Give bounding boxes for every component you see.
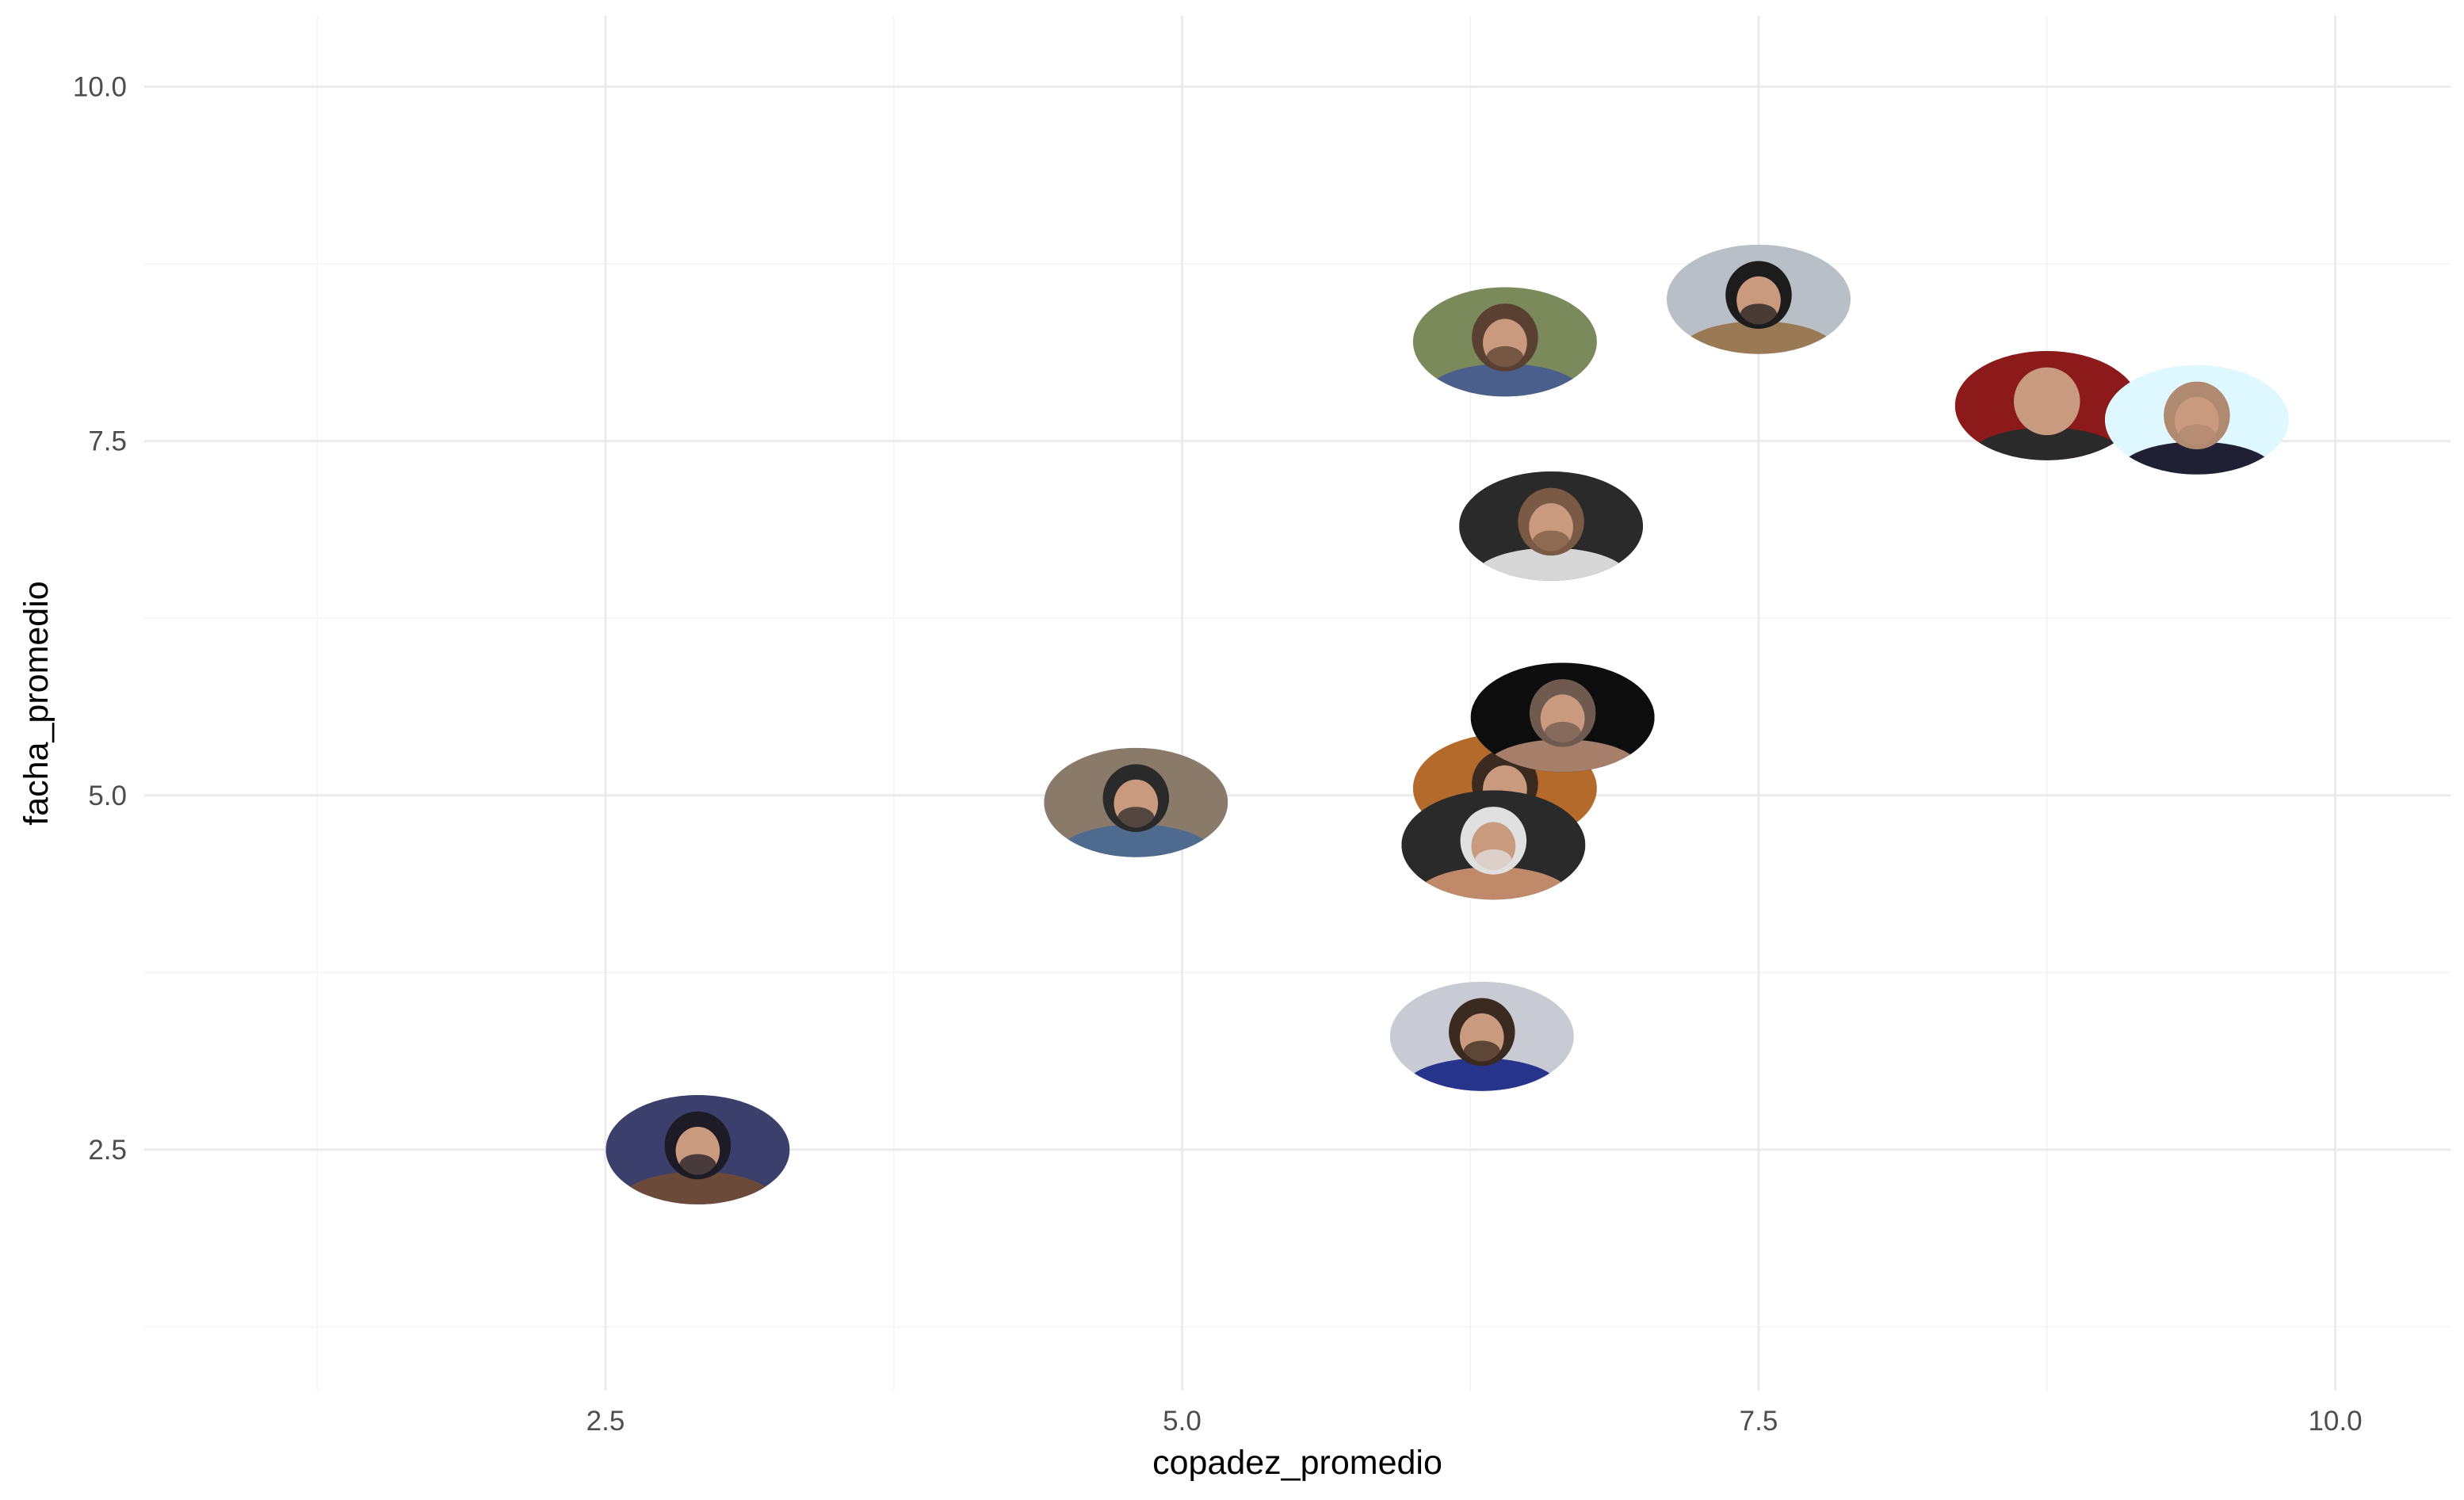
photo-beard xyxy=(679,1154,716,1177)
y-tick-label: 10.0 xyxy=(73,71,127,102)
x-axis-title: copadez_promedio xyxy=(1152,1444,1442,1482)
photo-shoulders xyxy=(1969,427,2126,460)
y-tick-label: 2.5 xyxy=(88,1135,127,1166)
photo-beard xyxy=(2028,410,2065,433)
y-tick-label: 7.5 xyxy=(88,426,127,457)
data-points xyxy=(605,244,2289,1204)
photo-shoulders xyxy=(1680,321,1837,354)
y-tick-label: 5.0 xyxy=(88,781,127,811)
y-axis-title: facha_promedio xyxy=(17,581,55,825)
photo-beard xyxy=(1544,721,1581,744)
photo-shoulders xyxy=(1427,363,1583,397)
data-point-photo xyxy=(605,1094,790,1204)
data-point-photo xyxy=(1401,790,1586,900)
photo-shoulders xyxy=(1057,824,1214,857)
data-point-photo xyxy=(1389,981,1574,1091)
data-point-photo xyxy=(1459,471,1644,581)
photo-shoulders xyxy=(1473,548,1629,581)
data-point-photo xyxy=(2104,365,2289,475)
photo-beard xyxy=(1532,530,1570,553)
grid xyxy=(144,16,2451,1391)
photo-beard xyxy=(1117,807,1155,829)
x-tick-label: 5.0 xyxy=(1163,1406,1201,1437)
data-point-photo xyxy=(1470,662,1655,773)
x-tick-label: 2.5 xyxy=(586,1406,625,1437)
data-point-photo xyxy=(1667,244,1851,354)
photo-shoulders xyxy=(1415,866,1572,900)
x-tick-label: 7.5 xyxy=(1740,1406,1778,1437)
photo-shoulders xyxy=(1404,1058,1561,1091)
photo-beard xyxy=(1740,303,1778,326)
photo-shoulders xyxy=(619,1171,777,1204)
photo-beard xyxy=(1463,1040,1501,1063)
photo-beard xyxy=(1486,345,1524,368)
photo-shoulders xyxy=(2118,441,2275,475)
photo-beard xyxy=(2178,424,2216,446)
y-axis-ticks: 2.5 5.0 7.5 10.0 xyxy=(73,71,127,1165)
x-tick-label: 10.0 xyxy=(2308,1406,2362,1437)
x-axis-ticks: 2.5 5.0 7.5 10.0 xyxy=(586,1406,2363,1437)
photo-beard xyxy=(1475,849,1512,872)
data-point-photo xyxy=(1412,287,1597,397)
photo-shoulders xyxy=(1484,739,1641,773)
data-point-photo xyxy=(1044,747,1228,857)
